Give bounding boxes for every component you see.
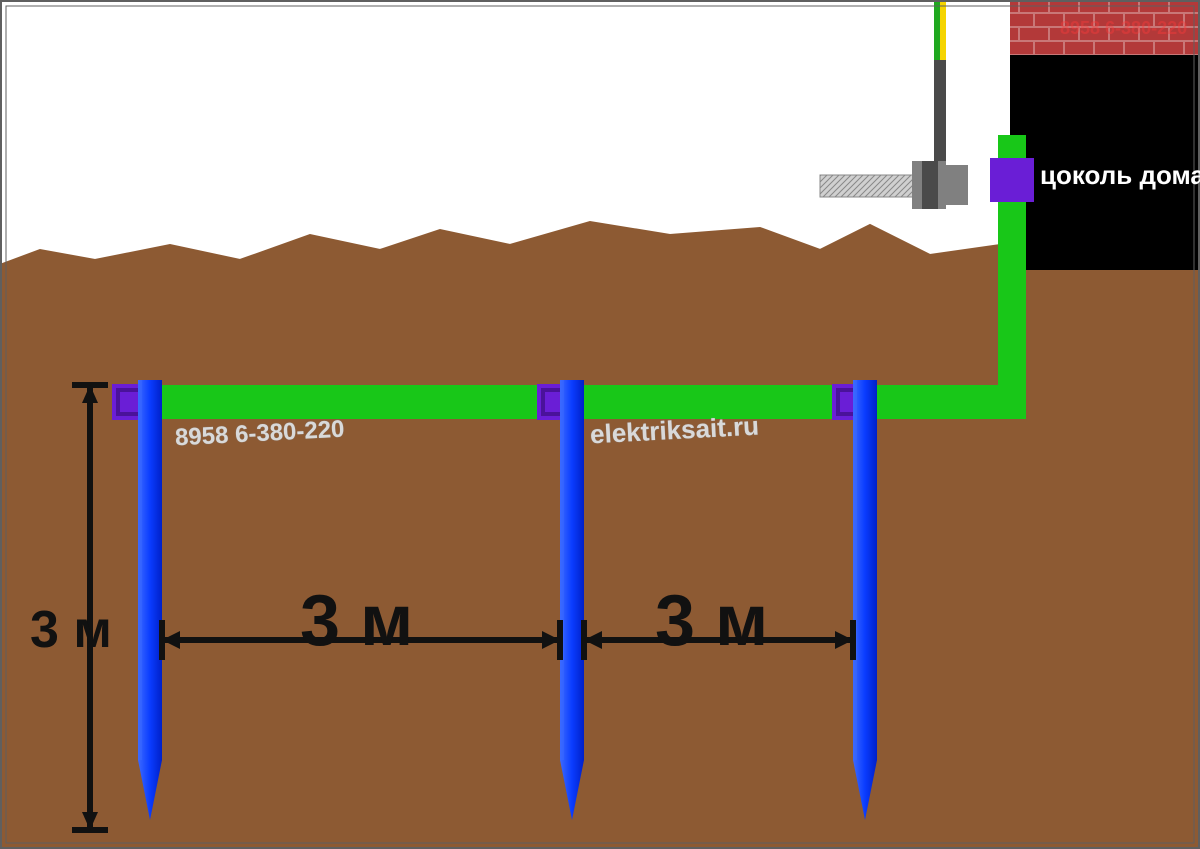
grounding-terminal — [820, 158, 1034, 209]
dimension-spacing1-label: 3 м — [300, 580, 413, 662]
pe-conductor — [934, 0, 946, 165]
plinth-label: цоколь дома — [1040, 160, 1200, 191]
grounding-diagram: 3 м 3 м 3 м 8958 6-380-220 elektriksait.… — [0, 0, 1200, 849]
dimension-spacing2-label: 3 м — [655, 580, 768, 662]
watermark-brick: 8958 6-380-220 — [1060, 18, 1187, 39]
house — [1010, 0, 1200, 270]
dimension-depth-label: 3 м — [30, 600, 112, 660]
